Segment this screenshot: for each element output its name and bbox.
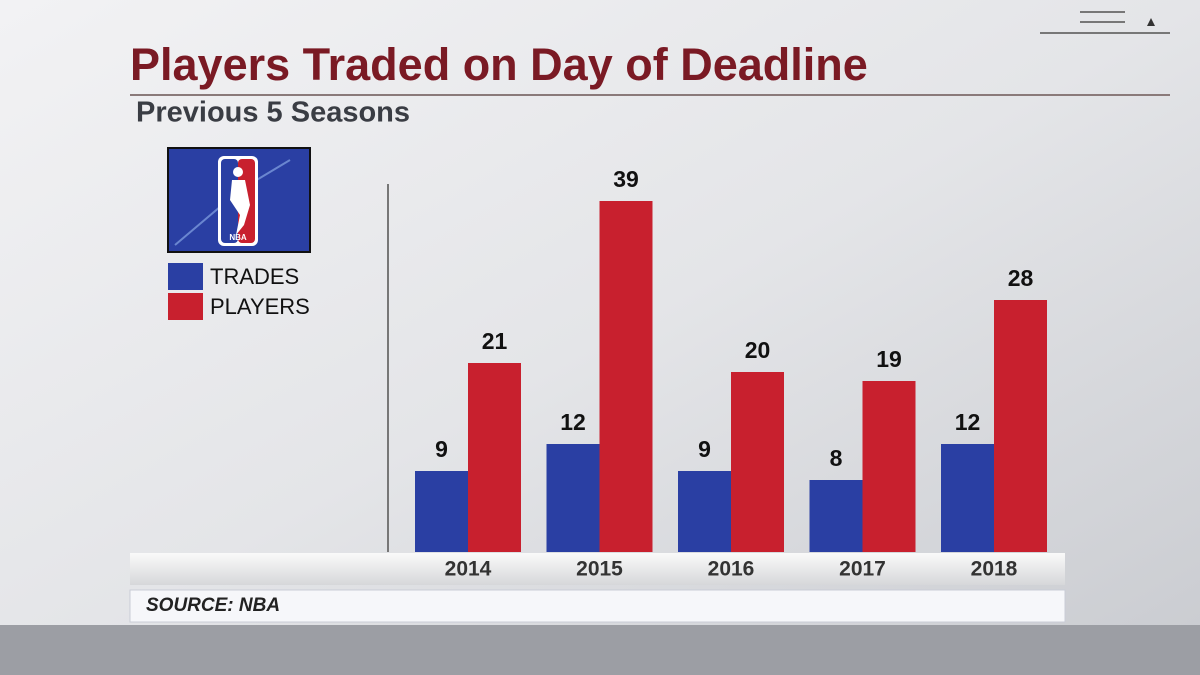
bar bbox=[415, 471, 468, 552]
value-label: 19 bbox=[876, 346, 902, 372]
value-label: 9 bbox=[435, 436, 448, 462]
x-tick-label: 2015 bbox=[576, 558, 623, 581]
x-tick-label: 2016 bbox=[708, 558, 755, 581]
chart-title: Players Traded on Day of Deadline bbox=[130, 39, 868, 90]
x-tick-label: 2014 bbox=[445, 558, 492, 581]
floor bbox=[0, 625, 1200, 675]
value-label: 8 bbox=[830, 445, 843, 471]
svg-text:NBA: NBA bbox=[229, 233, 247, 242]
bar bbox=[994, 300, 1047, 552]
value-label: 28 bbox=[1008, 265, 1034, 291]
bar bbox=[941, 444, 994, 552]
bar bbox=[731, 372, 784, 552]
source: SOURCE: NBA bbox=[146, 595, 280, 616]
bar bbox=[678, 471, 731, 552]
subtitle: Previous 5 Seasons bbox=[136, 97, 410, 129]
legend-swatch bbox=[168, 263, 203, 290]
legend-swatch bbox=[168, 293, 203, 320]
x-tick-label: 2018 bbox=[971, 558, 1018, 581]
decor bbox=[1147, 18, 1155, 26]
bar bbox=[599, 201, 653, 552]
category-strip bbox=[130, 553, 1065, 585]
value-label: 12 bbox=[955, 409, 981, 435]
value-label: 9 bbox=[698, 436, 711, 462]
bar bbox=[546, 444, 600, 552]
legend-label: PLAYERS bbox=[210, 294, 310, 319]
legend-label: TRADES bbox=[210, 264, 299, 289]
bar bbox=[468, 363, 521, 552]
bar bbox=[862, 381, 916, 552]
source-box bbox=[129, 589, 1066, 623]
value-label: 21 bbox=[482, 328, 508, 354]
value-label: 39 bbox=[613, 166, 639, 192]
value-label: 20 bbox=[745, 337, 771, 363]
bar bbox=[809, 480, 863, 552]
x-tick-label: 2017 bbox=[839, 558, 886, 581]
value-label: 12 bbox=[560, 409, 586, 435]
nba-logo: NBA bbox=[167, 147, 311, 253]
